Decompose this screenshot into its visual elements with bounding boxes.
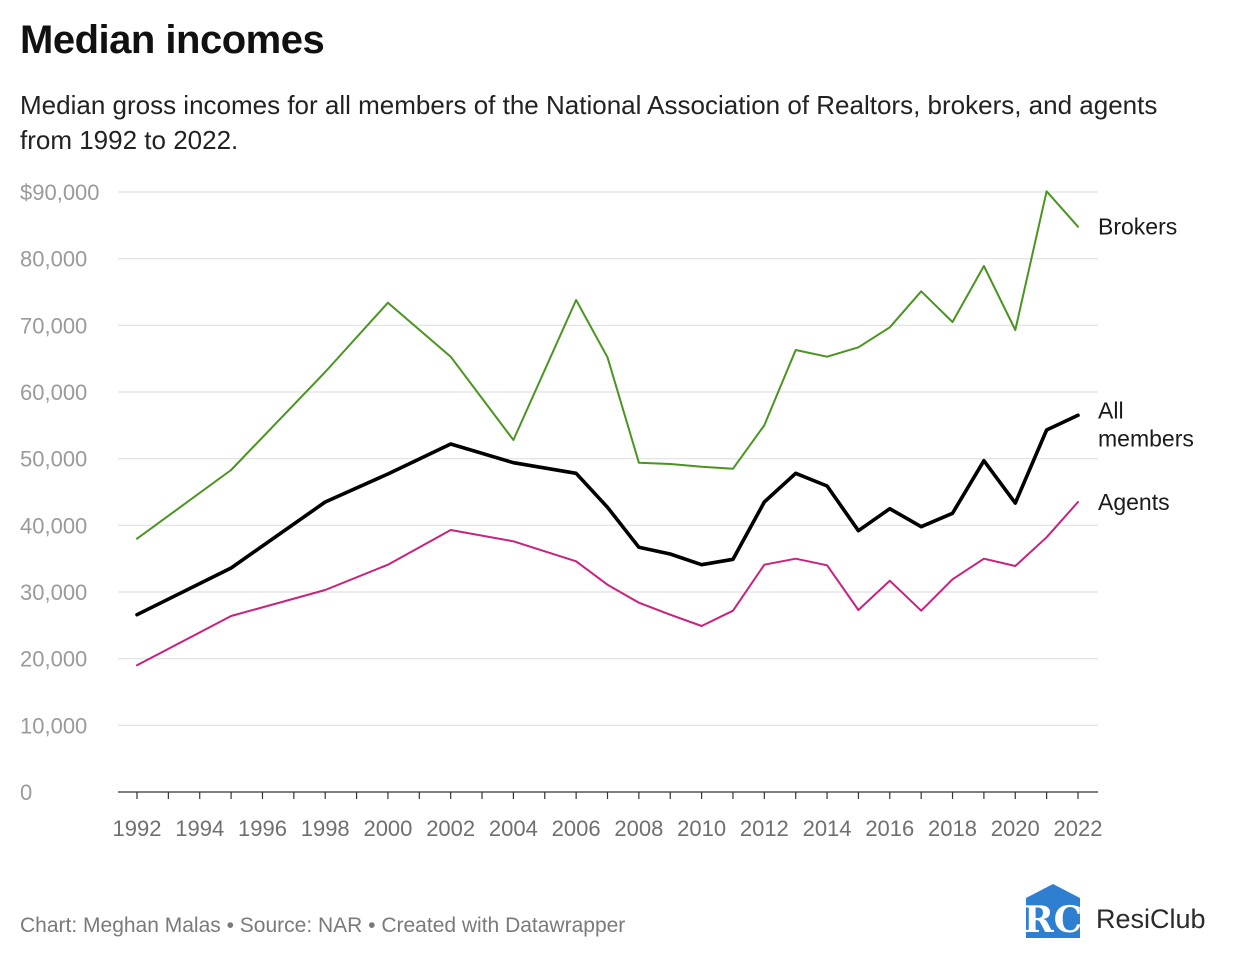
series-label-all-members: All members [1098, 397, 1194, 451]
x-tick-label: 2016 [865, 816, 914, 841]
x-tick-label: 1998 [301, 816, 350, 841]
x-tick-label: 2006 [552, 816, 601, 841]
chart-subtitle: Median gross incomes for all members of … [20, 90, 1158, 155]
y-tick-label: $90,000 [20, 180, 100, 205]
series-label-agents: Agents [1098, 489, 1170, 515]
y-tick-label: 80,000 [20, 247, 87, 272]
logo-lettering: RC [1024, 899, 1083, 940]
x-tick-label: 2014 [803, 816, 852, 841]
resiclub-logo-icon: RC [1024, 884, 1083, 941]
x-tick-label: 2022 [1054, 816, 1103, 841]
chart-credit: Chart: Meghan Malas • Source: NAR • Crea… [20, 914, 626, 937]
resiclub-brand: RC ResiClub [1022, 882, 1232, 942]
y-tick-label: 30,000 [20, 580, 87, 605]
x-tick-label: 1994 [175, 816, 224, 841]
x-tick-label: 2010 [677, 816, 726, 841]
y-tick-label: 10,000 [20, 713, 87, 738]
y-tick-label: 40,000 [20, 513, 87, 538]
series-line-agents [136, 501, 1079, 667]
x-tick-label: 2012 [740, 816, 789, 841]
x-tick-label: 2008 [614, 816, 663, 841]
series-labels: Brokers All members Agents [1098, 214, 1194, 515]
series-lines [135, 190, 1080, 667]
grid-lines [118, 191, 1098, 726]
series-label-line: All [1098, 397, 1124, 423]
y-tick-label: 20,000 [20, 647, 87, 672]
x-tick-label: 1992 [113, 816, 162, 841]
series-line-brokers [136, 190, 1079, 540]
y-tick-label: 50,000 [20, 447, 87, 472]
series-line-all-members [135, 413, 1080, 617]
x-tick-label: 2002 [426, 816, 475, 841]
series-label-line: members [1098, 425, 1194, 451]
y-tick-label: 0 [20, 780, 32, 805]
x-tick-label: 1996 [238, 816, 287, 841]
x-tick-label: 2018 [928, 816, 977, 841]
line-chart: 0 10,000 20,000 30,000 40,000 50,000 60,000 70,… [20, 180, 1194, 841]
y-tick-label: 60,000 [20, 380, 87, 405]
chart-title: Median incomes [20, 18, 325, 62]
y-tick-label: 70,000 [20, 313, 87, 338]
x-tick-label: 2020 [991, 816, 1040, 841]
brand-name: ResiClub [1096, 904, 1206, 934]
series-label-brokers: Brokers [1098, 214, 1177, 240]
x-tick-label: 2004 [489, 816, 538, 841]
x-tick-label: 2000 [363, 816, 412, 841]
axes: 0 10,000 20,000 30,000 40,000 50,000 60,000 70,… [20, 180, 1102, 841]
